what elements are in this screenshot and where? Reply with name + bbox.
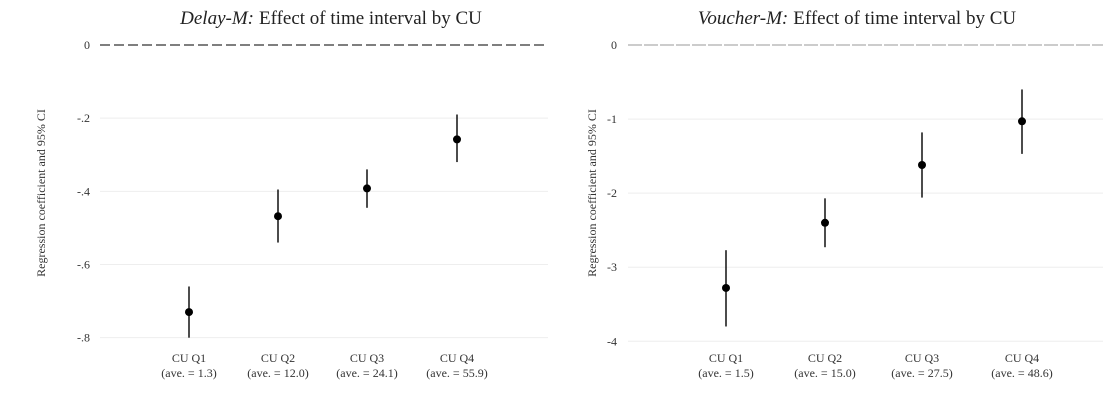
y-tick-labels: 0 -1 -2 -3 -4 — [607, 38, 617, 348]
chart-title-text: Effect of time interval by CU — [793, 8, 1016, 29]
y-axis-label: Regression coefficient and 95% CI — [585, 109, 599, 277]
confidence-intervals — [188, 114, 458, 338]
data-point — [918, 161, 926, 169]
confidence-intervals — [725, 89, 1023, 327]
data-point — [185, 308, 193, 317]
y-tick-label: -1 — [607, 112, 617, 126]
chart-title-text: Effect of time interval by CU — [259, 8, 482, 29]
x-tick-label: CU Q3 — [350, 351, 384, 365]
y-tick-labels: 0 -.2 -.4 -.6 -.8 — [77, 38, 90, 345]
x-tick-sublabel: (ave. = 1.5) — [698, 366, 753, 380]
x-tick-sublabel: (ave. = 55.9) — [426, 366, 487, 380]
x-tick-label: CU Q4 — [1005, 351, 1039, 365]
grid-lines — [100, 117, 548, 339]
category-labels: CU Q1(ave. = 1.5) CU Q2(ave. = 15.0) CU Q3… — [698, 351, 1052, 380]
x-tick-sublabel: (ave. = 12.0) — [247, 366, 308, 380]
y-tick-label: -.8 — [77, 331, 90, 345]
x-tick-sublabel: (ave. = 24.1) — [336, 366, 397, 380]
y-tick-label: -.4 — [77, 184, 90, 198]
y-tick-label: -2 — [607, 186, 617, 200]
panel-voucher-m: Voucher-M: Effect of time interval by CU … — [585, 8, 1103, 380]
x-tick-label: CU Q1 — [709, 351, 743, 365]
category-labels: CU Q1(ave. = 1.3) CU Q2(ave. = 12.0) CU Q3… — [161, 351, 487, 380]
x-tick-sublabel: (ave. = 48.6) — [991, 366, 1052, 380]
data-point — [274, 212, 282, 221]
x-tick-label: CU Q3 — [905, 351, 939, 365]
x-tick-label: CU Q2 — [808, 351, 842, 365]
chart-title-italic: Voucher-M: — [698, 8, 788, 29]
data-point — [722, 283, 730, 292]
y-tick-label: 0 — [84, 38, 90, 52]
panel-delay-m: Delay-M: Effect of time interval by CU Re… — [34, 8, 548, 380]
y-tick-label: -3 — [607, 260, 617, 274]
chart-title: Voucher-M: Effect of time interval by CU — [698, 8, 1016, 29]
x-tick-label: CU Q1 — [172, 351, 206, 365]
chart-title-italic: Delay-M: — [179, 8, 254, 29]
data-point — [1018, 117, 1026, 126]
x-tick-label: CU Q2 — [261, 351, 295, 365]
data-point — [453, 135, 461, 144]
grid-lines — [628, 118, 1103, 342]
point-estimates — [185, 135, 461, 317]
y-tick-label: -.6 — [77, 258, 90, 272]
y-tick-label: -.2 — [77, 111, 90, 125]
x-tick-label: CU Q4 — [440, 351, 474, 365]
x-tick-sublabel: (ave. = 27.5) — [891, 366, 952, 380]
y-tick-label: -4 — [607, 334, 617, 348]
x-tick-sublabel: (ave. = 15.0) — [794, 366, 855, 380]
data-point — [821, 218, 829, 227]
x-tick-sublabel: (ave. = 1.3) — [161, 366, 216, 380]
chart-title: Delay-M: Effect of time interval by CU — [179, 8, 482, 29]
point-estimates — [722, 117, 1026, 292]
y-axis-label: Regression coefficient and 95% CI — [34, 109, 48, 277]
data-point — [363, 184, 371, 193]
y-tick-label: 0 — [611, 38, 617, 52]
